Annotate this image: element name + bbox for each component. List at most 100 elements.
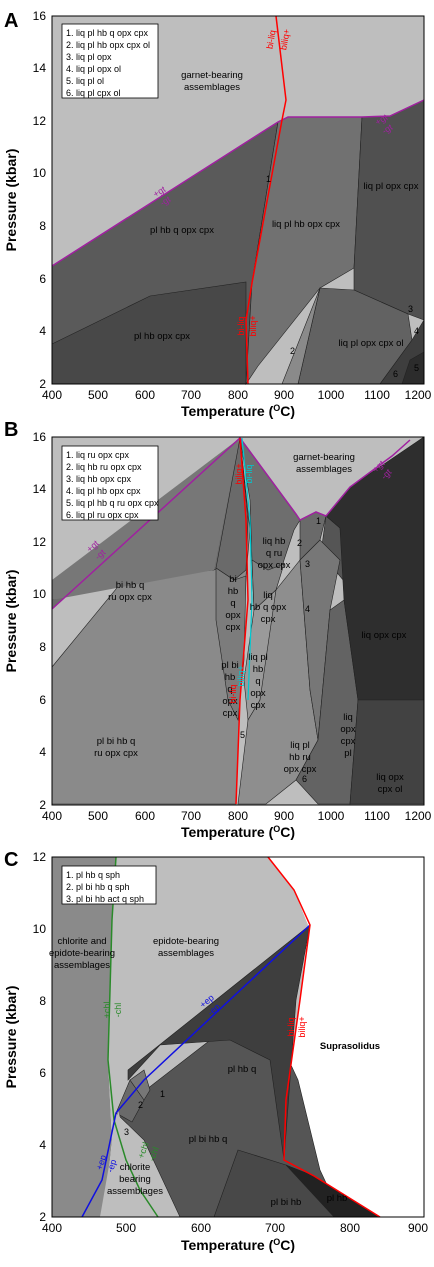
reaction-label-solidus: bi-liq: [236, 316, 246, 335]
reaction-label-ep: +ep -ep: [94, 1154, 119, 1174]
chlorite-out-line: [107, 856, 159, 1218]
field-number: 6: [393, 369, 398, 379]
x-tick: 600: [135, 809, 155, 823]
svg-text:bi-liq: bi-liq: [286, 1017, 296, 1036]
field-label: chlorite and: [57, 936, 106, 947]
field-label: pl hb: [327, 1193, 348, 1204]
field-label: opx cpx: [258, 560, 291, 571]
field-label: pl bi hb q: [189, 1134, 228, 1145]
panel-b-x-ticks: 400 500 600 700 800 900 1000 1100 1200: [42, 809, 432, 823]
field-label: hb: [253, 664, 264, 675]
field-number: 6: [302, 774, 307, 784]
legend-item: 2. liq pl hb opx cpx ol: [66, 40, 150, 50]
x-tick: 800: [228, 388, 248, 402]
field-label: Suprasolidus: [320, 1041, 380, 1052]
field-number: 1: [266, 174, 271, 184]
field-label: liq hb: [263, 536, 286, 547]
panel-a-x-ticks: 400 500 600 700 800 900 1000 1100 1200: [42, 388, 432, 402]
y-tick: 10: [33, 922, 47, 936]
y-axis-label: Pressure (kbar): [3, 149, 19, 252]
chlorite-epidote-field: [52, 857, 116, 1217]
svg-text:+chl: +chl: [102, 1002, 112, 1019]
field-label: liq pl: [290, 740, 310, 751]
field-label: opx: [225, 610, 241, 621]
field-label: cpx: [341, 736, 356, 747]
legend-item: 6. liq pl cpx ol: [66, 88, 121, 98]
svg-text:biliq+: biliq+: [248, 315, 258, 336]
legend-item: 1. pl hb q sph: [66, 870, 120, 880]
field-number: 4: [305, 604, 310, 614]
y-tick: 14: [33, 61, 47, 75]
legend-item: 3. pl bi hb act q sph: [66, 894, 144, 904]
y-tick: 6: [39, 1066, 46, 1080]
x-tick: 700: [181, 388, 201, 402]
panel-a-plot: [51, 15, 425, 386]
field-label: liq pl hb opx cpx: [272, 219, 340, 230]
garnet-in-line: [51, 436, 411, 610]
reaction-label-gt: +gt -gt: [373, 112, 394, 136]
field-label: garnet-bearing: [181, 70, 243, 81]
x-tick: 600: [135, 388, 155, 402]
x-tick: 1200: [405, 388, 432, 402]
panel-c-plot: [51, 856, 425, 1218]
solidus-line: [245, 15, 287, 385]
field-label: chlorite: [120, 1162, 151, 1173]
y-tick: 2: [39, 1210, 46, 1224]
svg-text:biliq+: biliq+: [278, 28, 292, 51]
panel-a-frame: [51, 15, 425, 385]
svg-text:-chl: -chl: [113, 1003, 123, 1018]
svg-text:-ep: -ep: [105, 1158, 119, 1173]
panel-c: C 1. pl hb q sph 2. pl bi hb q sph 3.: [3, 849, 428, 1253]
field-label: hb: [225, 672, 236, 683]
field-label: liq opx cpx: [362, 630, 407, 641]
field-label: epidote-bearing: [49, 948, 115, 959]
legend-item: 2. liq hb ru opx cpx: [66, 462, 142, 472]
y-tick: 2: [39, 798, 46, 812]
solidus-line: [267, 856, 381, 1218]
field-label: liq: [343, 712, 353, 723]
svg-text:bi-liq: bi-liq: [264, 29, 277, 49]
x-tick: 400: [42, 1221, 62, 1235]
legend-item: 5. liq pl ol: [66, 76, 104, 86]
panel-a-label: A: [4, 10, 18, 32]
field-label: assemblages: [54, 960, 110, 971]
field-label: q ru: [266, 548, 282, 559]
reaction-label-solidus: bi-liq: [264, 29, 277, 49]
y-tick: 16: [33, 430, 47, 444]
field-label: assemblages: [158, 948, 214, 959]
field-label: cpx ol: [378, 784, 403, 795]
x-axis-label: Temperature (OC): [181, 1237, 295, 1253]
field-label: pl bi hb q: [97, 736, 136, 747]
y-tick: 4: [39, 745, 46, 759]
y-tick: 8: [39, 640, 46, 654]
x-tick: 500: [88, 809, 108, 823]
y-tick: 12: [33, 535, 47, 549]
panel-c-label: C: [4, 849, 18, 871]
field-label: cpx: [223, 708, 238, 719]
solidus-line: [235, 437, 249, 805]
x-tick: 1100: [364, 388, 390, 402]
panel-a-legend-box: [61, 23, 159, 99]
svg-text:-chl: -chl: [146, 1146, 160, 1163]
reaction-label-solidus: biliq+: [278, 28, 292, 51]
field-label: pl hb opx cpx: [134, 331, 190, 342]
y-tick: 16: [33, 9, 47, 23]
svg-text:+ep: +ep: [94, 1154, 108, 1172]
reaction-label-chl: +chl -chl: [136, 1141, 161, 1163]
x-axis-label: Temperature (OC): [181, 824, 295, 840]
panel-b-frame: [51, 436, 425, 806]
reaction-label-solidus: biliq+: [234, 463, 244, 484]
chlorite-field: [100, 1110, 158, 1217]
field-label: cpx: [226, 622, 241, 633]
field-label: hb q opx: [250, 602, 287, 613]
epidote-out-line: [81, 924, 311, 1218]
field-label: assemblages: [184, 82, 240, 93]
field-number: 5: [240, 730, 245, 740]
field-label: q: [255, 676, 260, 687]
y-axis-label: Pressure (kbar): [3, 570, 19, 673]
field-label: q: [230, 598, 235, 609]
reaction-label-solidus: biliq+: [248, 315, 258, 336]
legend-item: 4. liq pl hb opx cpx: [66, 486, 141, 496]
field-number: 2: [138, 1100, 143, 1110]
y-tick: 12: [33, 114, 47, 128]
